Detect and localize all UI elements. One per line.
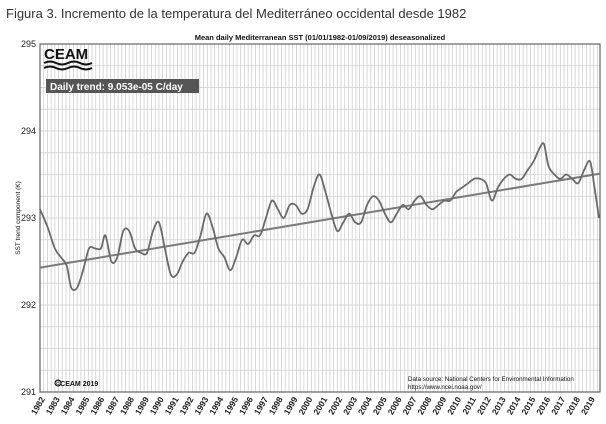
y-ticks: 291 292 293 294 295 (21, 39, 36, 397)
x-tick-label: 2002 (326, 395, 344, 417)
copyright-text: ©CEAM 2019 (55, 380, 98, 388)
x-tick-label: 2010 (445, 395, 463, 417)
grid (39, 43, 600, 393)
x-tick-label: 2008 (415, 395, 433, 417)
y-tick-label: 293 (21, 213, 36, 223)
x-tick-label: 2001 (311, 395, 329, 417)
x-tick-label: 1990 (148, 395, 166, 417)
y-tick-label: 291 (21, 387, 36, 397)
x-tick-label: 1985 (73, 395, 91, 417)
x-tick-label: 1998 (267, 395, 285, 417)
x-tick-label: 2016 (534, 395, 552, 417)
trend-line (39, 172, 601, 269)
trend-label: Daily trend: 9.053e-05 C/day (50, 82, 183, 93)
x-tick-label: 2003 (341, 395, 359, 417)
logo-wave-bottom (43, 65, 93, 71)
y-tick-label: 295 (21, 39, 36, 49)
x-tick-label: 2009 (430, 395, 448, 417)
x-tick-label: 2015 (519, 395, 537, 417)
plot-frame (39, 43, 601, 393)
x-tick-label: 2013 (490, 395, 508, 417)
x-tick-label: 1994 (207, 395, 225, 417)
source-text: Data source: National Centers for Enviro… (408, 376, 574, 383)
x-tick-label: 1983 (44, 395, 62, 417)
x-tick-label: 1993 (192, 395, 210, 417)
logo-wave-top (43, 60, 93, 66)
x-tick-label: 2018 (564, 395, 582, 417)
x-tick-label: 1984 (59, 395, 77, 417)
source-url: https://www.ncei.noaa.gov/ (408, 384, 482, 391)
chart-title: Mean daily Mediterranean SST (01/01/1982… (195, 33, 446, 42)
x-ticks: 1982198319841985198619871988198919901991… (29, 395, 597, 417)
x-tick-label: 2000 (296, 395, 314, 417)
x-tick-label: 2004 (356, 395, 374, 417)
x-tick-label: 2012 (475, 395, 493, 417)
x-tick-label: 2006 (386, 395, 404, 417)
x-tick-label: 1997 (252, 395, 270, 417)
y-tick-label: 292 (21, 300, 36, 310)
sst-series-line (39, 142, 600, 291)
x-tick-label: 2017 (549, 395, 567, 417)
y-tick-label: 294 (21, 126, 36, 136)
x-tick-label: 1996 (237, 395, 255, 417)
logo-text: CEAM (44, 46, 88, 63)
y-axis-label: SST trend component (K) (15, 181, 22, 255)
ceam-logo: CEAM (43, 46, 93, 71)
figure-caption: Figura 3. Incremento de la temperatura d… (6, 6, 467, 21)
x-tick-label: 1995 (222, 395, 240, 417)
x-tick-label: 2005 (371, 395, 389, 417)
x-tick-label: 2007 (400, 395, 418, 417)
trend-label-box (46, 79, 199, 93)
x-tick-label: 2014 (505, 395, 523, 417)
x-tick-label: 1982 (29, 395, 47, 417)
x-tick-label: 1989 (133, 395, 151, 417)
x-tick-label: 2019 (579, 395, 597, 417)
x-tick-label: 1999 (282, 395, 300, 417)
copyright-icon (54, 379, 62, 387)
x-tick-label: 1987 (103, 395, 121, 417)
x-tick-label: 1988 (118, 395, 136, 417)
x-tick-label: 1992 (177, 395, 195, 417)
x-tick-label: 1986 (88, 395, 106, 417)
x-tick-label: 1991 (163, 395, 181, 417)
